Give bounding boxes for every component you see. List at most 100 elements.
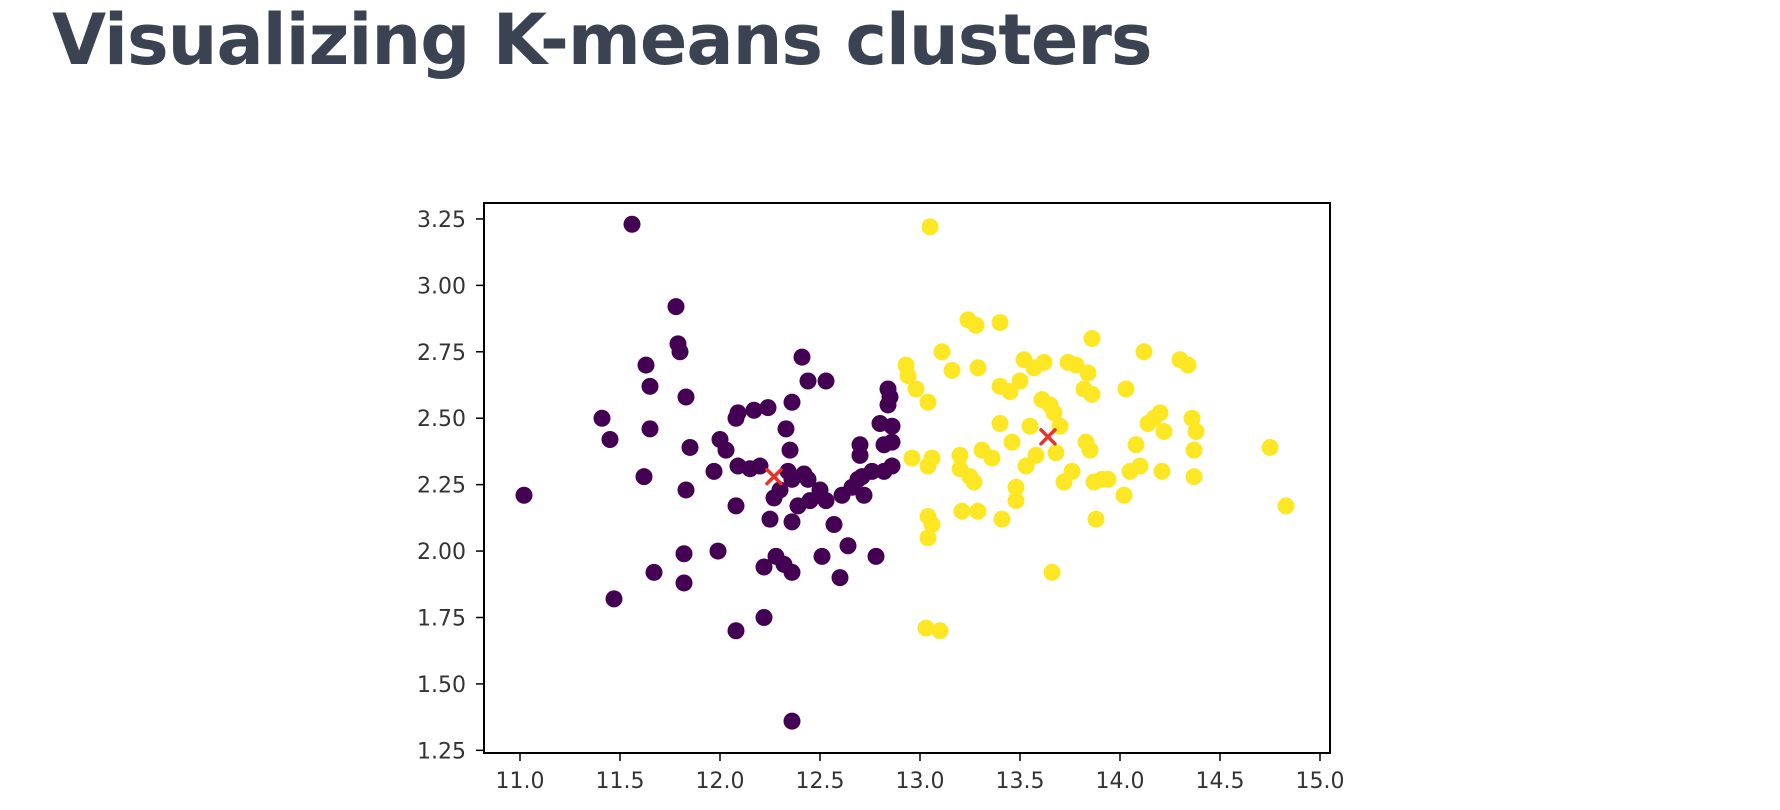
data-point: [883, 457, 901, 475]
data-point: [983, 449, 1001, 467]
data-point: [755, 558, 773, 576]
data-point: [681, 438, 699, 456]
data-point: [863, 462, 881, 480]
y-tick-label: 2.00: [417, 540, 466, 565]
data-point: [993, 510, 1011, 528]
data-point: [601, 430, 619, 448]
x-tick-label: 13.0: [896, 769, 945, 794]
data-point: [635, 468, 653, 486]
data-point: [879, 380, 897, 398]
x-tick-label: 14.0: [1096, 769, 1145, 794]
data-point: [839, 537, 857, 555]
data-point: [671, 343, 689, 361]
data-point: [917, 619, 935, 637]
y-tick-label: 2.75: [417, 341, 466, 366]
y-tick-label: 1.25: [417, 739, 466, 764]
data-point: [675, 574, 693, 592]
data-point: [667, 298, 685, 316]
x-tick-label: 12.0: [696, 769, 745, 794]
x-tick-label: 11.5: [596, 769, 645, 794]
data-point: [727, 622, 745, 640]
data-point: [919, 393, 937, 411]
data-point: [923, 449, 941, 467]
y-tick-label: 1.75: [417, 606, 466, 631]
x-tick-label: 15.0: [1296, 769, 1345, 794]
data-point: [641, 377, 659, 395]
data-point: [1035, 353, 1053, 371]
series-2: [765, 428, 1057, 486]
data-point: [709, 542, 727, 560]
data-point: [1021, 417, 1039, 435]
data-point: [921, 218, 939, 236]
data-point: [755, 608, 773, 626]
data-point: [637, 356, 655, 374]
data-point: [883, 417, 901, 435]
data-point: [717, 441, 735, 459]
data-point: [933, 343, 951, 361]
data-point: [813, 547, 831, 565]
y-tick-label: 2.25: [417, 474, 466, 499]
data-point: [705, 462, 723, 480]
data-point: [783, 393, 801, 411]
data-point: [781, 441, 799, 459]
series-0: [515, 215, 901, 730]
plot-frame: [483, 202, 1331, 754]
data-point: [883, 433, 901, 451]
data-point: [1003, 433, 1021, 451]
data-point: [1187, 423, 1205, 441]
x-tick-label: 11.0: [496, 769, 545, 794]
data-point: [855, 486, 873, 504]
data-point: [1027, 446, 1045, 464]
data-point: [1083, 330, 1101, 348]
data-point: [1185, 441, 1203, 459]
data-point: [1151, 404, 1169, 422]
data-point: [943, 361, 961, 379]
data-point: [799, 470, 817, 488]
data-point: [1099, 470, 1117, 488]
data-point: [907, 380, 925, 398]
data-point: [677, 481, 695, 499]
data-point: [1261, 438, 1279, 456]
x-axis: 11.0 11.5 12.0 12.5 13.0 13.5 14.0 14.5 15.0: [496, 753, 1345, 794]
data-point: [1063, 462, 1081, 480]
data-point: [1043, 563, 1061, 581]
data-point: [817, 492, 835, 510]
y-tick-label: 3.25: [417, 208, 466, 233]
data-point: [951, 446, 969, 464]
data-point: [1047, 444, 1065, 462]
data-point: [903, 449, 921, 467]
data-point: [1115, 486, 1133, 504]
data-point: [1117, 380, 1135, 398]
data-point: [825, 515, 843, 533]
data-point: [1001, 383, 1019, 401]
data-point: [967, 316, 985, 334]
data-point: [751, 457, 769, 475]
data-point: [1277, 497, 1295, 515]
data-point: [1155, 423, 1173, 441]
data-point: [745, 401, 763, 419]
series-1: [897, 218, 1295, 640]
data-point: [677, 388, 695, 406]
data-point: [1007, 478, 1025, 496]
centroid-marker: [765, 467, 783, 486]
data-point: [761, 510, 779, 528]
data-point: [1179, 356, 1197, 374]
y-tick-label: 1.50: [417, 673, 466, 698]
data-point: [969, 359, 987, 377]
data-point: [991, 415, 1009, 433]
data-point: [801, 492, 819, 510]
data-point: [1087, 510, 1105, 528]
x-tick-label: 13.5: [996, 769, 1045, 794]
data-point: [965, 473, 983, 491]
data-point: [831, 569, 849, 587]
data-point: [1079, 364, 1097, 382]
data-point: [793, 348, 811, 366]
data-point: [783, 712, 801, 730]
data-point: [729, 404, 747, 422]
data-point: [799, 372, 817, 390]
data-point: [1081, 441, 1099, 459]
scatter-marks: [515, 215, 1295, 730]
x-tick-label: 14.5: [1196, 769, 1245, 794]
data-point: [641, 420, 659, 438]
